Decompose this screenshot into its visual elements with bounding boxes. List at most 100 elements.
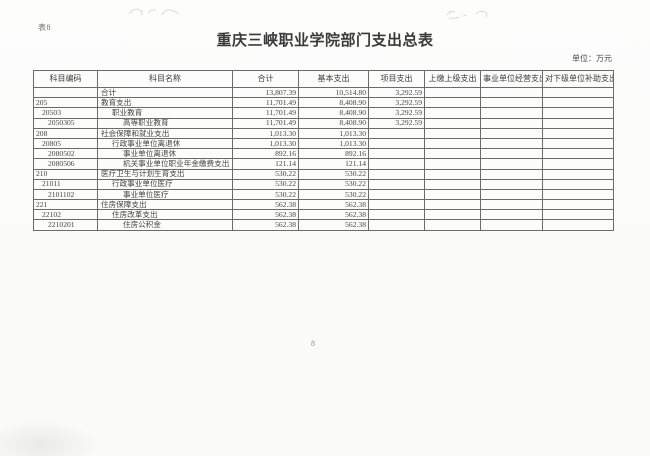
code-cell: 210 [33,168,98,180]
name-cell: 职业教育 [97,107,233,119]
upper-payment-cell [424,97,481,109]
basic-expense-cell: 8,408.90 [298,97,369,109]
form-tag: 表8 [38,23,51,32]
basic-expense-cell: 121.14 [298,158,369,170]
basic-expense-cell: 530.22 [298,188,369,201]
total-cell: 530.22 [232,188,299,201]
operating-expense-cell [480,188,543,201]
upper-payment-cell [424,178,481,190]
project-expense-cell [368,209,425,221]
table-body: 合计 13,807.39 10,514.80 3,292.59 205 教育支出 11,70… [33,86,614,231]
total-cell: 121.14 [232,158,299,170]
code-cell: 205 [33,97,98,109]
name-cell: 机关事业单位职业年金缴费支出 [97,158,233,170]
basic-expense-cell: 10,514.80 [298,86,369,99]
code-cell: 21011 [33,178,98,190]
table-row: 210 医疗卫生与计划生育支出 530.22 530.22 [33,168,614,180]
code-cell: 20805 [33,137,98,150]
table-row: 2080506 机关事业单位职业年金缴费支出 121.14 121.14 [33,158,614,170]
operating-expense-cell [480,127,543,139]
total-cell: 1,013.30 [232,137,299,150]
basic-expense-cell: 8,408.90 [298,117,369,129]
header-subject-name: 科目名称 [97,70,233,88]
operating-expense-cell [480,209,543,221]
operating-expense-cell [480,137,543,150]
header-basic-expense: 基本支出 [298,70,369,88]
operating-expense-cell [480,219,543,231]
pencil-mark-top-left [128,8,180,16]
code-cell: 208 [33,127,98,139]
upper-payment-cell [424,209,481,221]
upper-payment-cell [424,86,481,99]
operating-expense-cell [480,199,543,211]
table-row: 221 住房保障支出 562.38 562.38 [33,199,614,211]
table-row: 22102 住房改革支出 562.38 562.38 [33,209,614,221]
name-cell: 事业单位医疗 [97,188,233,201]
subsidy-expense-cell [542,148,614,160]
subsidy-expense-cell [542,137,614,150]
subsidy-expense-cell [542,86,614,99]
subsidy-expense-cell [542,168,614,180]
total-cell: 562.38 [232,219,299,231]
upper-payment-cell [424,158,481,170]
total-cell: 11,701.49 [232,107,299,119]
page-title: 重庆三峡职业学院部门支出总表 [216,33,434,49]
code-cell: 2050305 [33,117,98,129]
basic-expense-cell: 530.22 [298,178,369,190]
pencil-mark-top-right [446,10,488,19]
total-cell: 1,013.30 [232,127,299,139]
code-cell: 22102 [33,209,98,221]
upper-payment-cell [424,219,481,231]
subsidy-expense-cell [542,117,614,129]
operating-expense-cell [480,168,543,180]
project-expense-cell [368,168,425,180]
project-expense-cell [368,127,425,139]
project-expense-cell [368,219,425,231]
basic-expense-cell: 530.22 [298,168,369,180]
project-expense-cell [368,199,425,211]
upper-payment-cell [424,107,481,119]
header-total: 合计 [232,70,299,88]
subsidy-expense-cell [542,199,614,211]
name-cell: 行政事业单位医疗 [97,178,233,190]
name-cell: 教育支出 [97,97,233,109]
subsidy-expense-cell [542,158,614,170]
project-expense-cell [368,158,425,170]
subsidy-expense-cell [542,209,614,221]
total-cell: 530.22 [232,168,299,180]
total-cell: 892.16 [232,148,299,160]
project-expense-cell [368,148,425,160]
upper-payment-cell [424,199,481,211]
basic-expense-cell: 562.38 [298,199,369,211]
table-row: 2101102 事业单位医疗 530.22 530.22 [33,188,614,201]
upper-payment-cell [424,117,481,129]
project-expense-cell [368,188,425,201]
table-row: 合计 13,807.39 10,514.80 3,292.59 [33,86,614,99]
basic-expense-cell: 562.38 [298,209,369,221]
project-expense-cell: 3,292.59 [368,97,425,109]
header-upper-payment: 上缴上级支出 [424,70,481,88]
subsidy-expense-cell [542,127,614,139]
page-number: 8 [311,339,315,348]
unit-label: 单位：万元 [572,54,612,63]
header-project-expense: 项目支出 [368,70,425,88]
subsidy-expense-cell [542,107,614,119]
total-cell: 530.22 [232,178,299,190]
basic-expense-cell: 1,013.30 [298,127,369,139]
name-cell: 住房改革支出 [97,209,233,221]
name-cell: 住房公积金 [97,219,233,231]
table-row: 2080502 事业单位离退休 892.16 892.16 [33,148,614,160]
total-cell: 11,701.49 [232,97,299,109]
code-cell [33,86,98,99]
name-cell: 事业单位离退休 [97,148,233,160]
operating-expense-cell [480,178,543,190]
name-cell: 高等职业教育 [97,117,233,129]
basic-expense-cell: 1,013.30 [298,137,369,150]
subsidy-expense-cell [542,188,614,201]
table-row: 20805 行政事业单位离退休 1,013.30 1,013.30 [33,137,614,150]
name-cell: 住房保障支出 [97,199,233,211]
table-row: 205 教育支出 11,701.49 8,408.90 3,292.59 [33,97,614,109]
table-row: 2050305 高等职业教育 11,701.49 8,408.90 3,292.59 [33,117,614,129]
upper-payment-cell [424,137,481,150]
